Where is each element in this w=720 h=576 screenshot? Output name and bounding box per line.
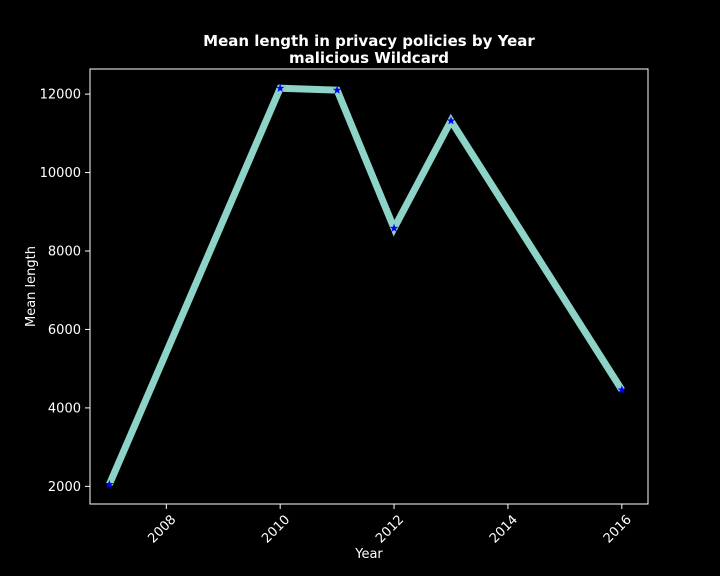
y-axis-label: Mean length [24,246,39,327]
x-axis-label: Year [354,547,383,562]
y-tick-label: 4000 [48,401,81,416]
series-line [106,84,625,486]
data-point-marker [275,83,285,92]
data-point-marker [332,85,342,94]
chart-title: Mean length in privacy policies by Year [203,32,535,50]
data-point-marker [105,479,114,488]
y-tick-label: 10000 [40,166,81,181]
y-tick-label: 8000 [48,245,81,260]
chart-subtitle: malicious Wildcard [289,49,449,67]
y-axis-ticks: 2000 4000 6000 8000 10000 12000 [40,88,90,495]
plot-frame [89,68,649,505]
y-tick-label: 12000 [40,88,81,103]
series-layer [105,83,627,488]
y-tick-label: 2000 [48,480,81,495]
data-point-marker [446,116,456,125]
data-point-marker [617,385,627,394]
y-tick-label: 6000 [48,323,81,338]
data-point-marker [389,223,399,232]
